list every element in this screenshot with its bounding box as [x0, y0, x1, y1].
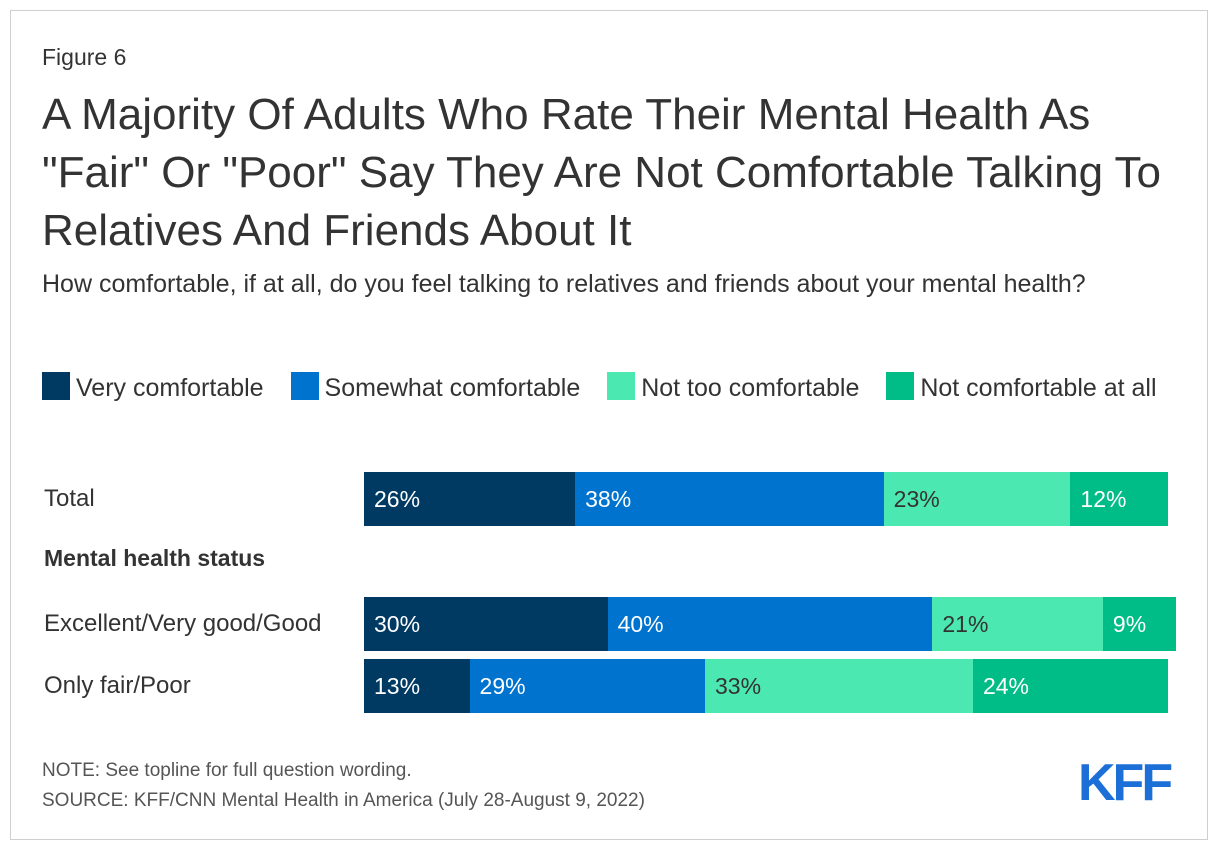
- bar-segment-not-too-comfortable: 21%: [932, 597, 1103, 651]
- category-label-poor: Only fair/Poor: [44, 672, 191, 699]
- legend-label: Not comfortable at all: [920, 374, 1157, 402]
- legend-item: Not comfortable at all: [886, 372, 1157, 402]
- legend-label: Somewhat comfortable: [324, 374, 581, 402]
- group-label: Mental health status: [44, 545, 266, 571]
- legend-swatch: [607, 372, 636, 400]
- chart-title: A Majority Of Adults Who Rate Their Ment…: [42, 90, 1161, 255]
- category-label-good: Excellent/Very good/Good: [44, 610, 322, 637]
- legend-item: Very comfortable: [42, 372, 271, 402]
- bar-segment-not-comfortable-at-all: 12%: [1070, 472, 1168, 526]
- bar-segment-very-comfortable: 30%: [364, 597, 608, 651]
- legend-swatch: [42, 372, 70, 400]
- legend-item: Not too comfortable: [607, 372, 866, 402]
- legend-label: Very comfortable: [76, 374, 264, 402]
- figure-frame: [10, 10, 1208, 840]
- legend-label: Not too comfortable: [641, 374, 860, 402]
- bar-row-total: 26% 38% 23% 12%: [364, 472, 1168, 526]
- bar-segment-very-comfortable: 26%: [364, 472, 576, 526]
- chart-subtitle: How comfortable, if at all, do you feel …: [42, 270, 1086, 298]
- bar-segment-not-comfortable-at-all: 9%: [1102, 597, 1176, 651]
- footnote: NOTE: See topline for full question word…: [42, 756, 645, 816]
- bar-segment-very-comfortable: 13%: [364, 659, 470, 713]
- legend-swatch: [886, 372, 915, 400]
- legend-item: Somewhat comfortable: [290, 372, 588, 402]
- category-label-total: Total: [44, 485, 95, 512]
- bar-segment-not-comfortable-at-all: 24%: [972, 659, 1168, 713]
- bar-row-poor: 13% 29% 33% 24%: [364, 659, 1168, 713]
- bar-row-good: 30% 40% 21% 9%: [364, 597, 1176, 651]
- legend-swatch: [290, 372, 319, 400]
- bar-segment-not-too-comfortable: 23%: [883, 472, 1071, 526]
- source-text: SOURCE: KFF/CNN Mental Health in America…: [42, 790, 645, 811]
- legend: Very comfortable Somewhat comfortable No…: [42, 368, 1192, 408]
- figure-label: Figure 6: [42, 44, 127, 70]
- bar-segment-not-too-comfortable: 33%: [705, 659, 973, 713]
- bar-segment-somewhat-comfortable: 38%: [575, 472, 884, 526]
- bar-segment-somewhat-comfortable: 29%: [469, 659, 706, 713]
- kff-logo: KFF: [1078, 754, 1173, 812]
- bar-segment-somewhat-comfortable: 40%: [607, 597, 933, 651]
- note-text: NOTE: See topline for full question word…: [42, 760, 412, 781]
